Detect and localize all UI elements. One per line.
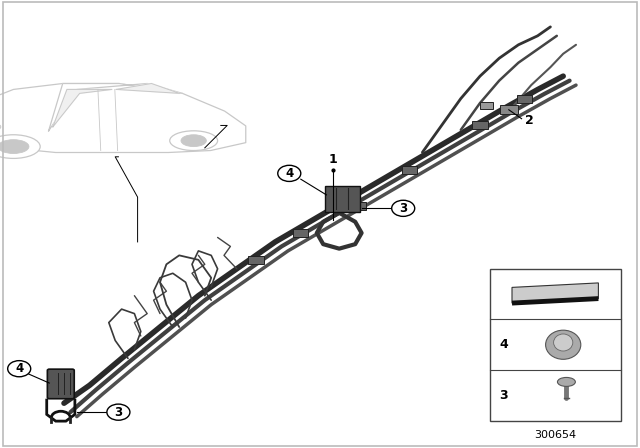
Circle shape (8, 361, 31, 377)
Ellipse shape (0, 140, 29, 154)
Text: 3: 3 (499, 389, 508, 402)
FancyBboxPatch shape (472, 121, 488, 129)
FancyBboxPatch shape (480, 102, 493, 109)
Text: 4: 4 (285, 167, 293, 180)
Ellipse shape (557, 377, 575, 386)
Text: 4: 4 (15, 362, 23, 375)
Ellipse shape (554, 334, 573, 351)
Text: 2: 2 (525, 114, 534, 128)
FancyBboxPatch shape (293, 229, 308, 237)
Text: 1: 1 (328, 152, 337, 166)
Text: 300654: 300654 (534, 430, 576, 439)
FancyBboxPatch shape (517, 95, 532, 103)
Ellipse shape (181, 135, 206, 146)
Circle shape (107, 404, 130, 420)
Ellipse shape (0, 123, 1, 131)
Polygon shape (53, 90, 112, 127)
Circle shape (278, 165, 301, 181)
Polygon shape (49, 83, 182, 131)
FancyBboxPatch shape (47, 369, 74, 399)
Circle shape (392, 200, 415, 216)
Ellipse shape (170, 131, 218, 151)
FancyBboxPatch shape (500, 105, 518, 114)
Text: 4: 4 (499, 338, 508, 351)
Ellipse shape (0, 135, 40, 159)
FancyBboxPatch shape (490, 269, 621, 421)
FancyBboxPatch shape (351, 202, 366, 210)
Text: 3: 3 (115, 405, 122, 419)
FancyBboxPatch shape (325, 186, 360, 212)
FancyBboxPatch shape (248, 256, 264, 264)
Polygon shape (116, 83, 180, 93)
Polygon shape (512, 283, 598, 303)
Ellipse shape (545, 330, 581, 359)
Text: 3: 3 (399, 202, 407, 215)
FancyBboxPatch shape (402, 166, 417, 174)
Polygon shape (0, 83, 246, 152)
